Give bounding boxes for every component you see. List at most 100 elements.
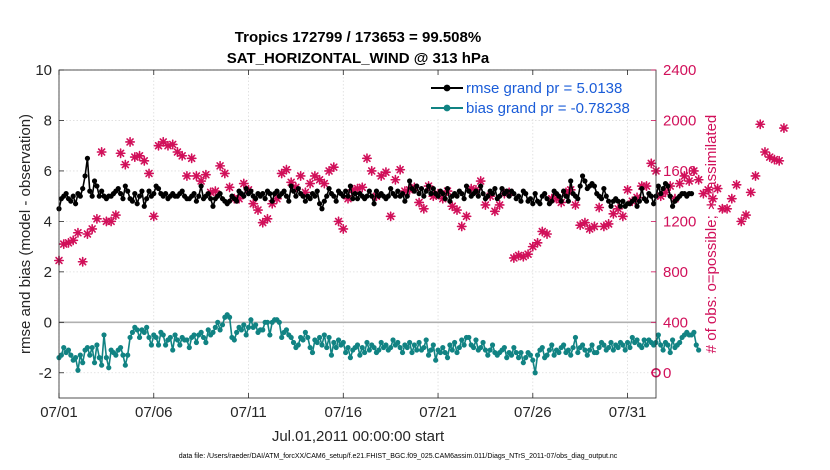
bias-point-209 <box>551 352 557 358</box>
rmse-point-197 <box>523 191 529 197</box>
bias-point-41 <box>153 334 159 341</box>
y-tick-label-6: 10 <box>35 62 52 79</box>
bias-point-54 <box>184 337 190 343</box>
rmse-point-157 <box>428 191 434 197</box>
bias-point-262 <box>677 339 683 346</box>
rmse-point-112 <box>321 198 327 204</box>
bias-point-80 <box>245 324 252 330</box>
rmse-point-133 <box>371 201 377 207</box>
assimilated-point-84 <box>451 205 463 216</box>
bias-point-130 <box>364 339 370 346</box>
bias-point-105 <box>305 334 311 341</box>
bias-point-107 <box>309 349 316 356</box>
bias-point-19 <box>101 332 107 338</box>
rmse-point-92 <box>274 188 280 194</box>
rmse-point-114 <box>326 185 332 192</box>
rmse-point-26 <box>117 191 124 197</box>
y-tick-label-4: 6 <box>44 163 52 180</box>
rmse-point-120 <box>340 193 346 199</box>
bias-point-50 <box>174 337 181 343</box>
y-right-tick-label-0: 0 <box>663 365 671 382</box>
footnote: data file: /Users/raeder/DAI/ATM_forcXX/… <box>179 453 618 460</box>
bias-point-121 <box>343 349 349 356</box>
rmse-point-199 <box>527 196 534 202</box>
y-axis-label-right: # of obs: o=possible; ∗=assimilated <box>703 115 720 354</box>
bias-point-93 <box>276 319 282 325</box>
y-tick-label-1: 0 <box>44 314 52 331</box>
assimilated-point-60 <box>338 223 349 234</box>
bias-point-30 <box>127 334 133 341</box>
bias-point-204 <box>539 344 545 351</box>
assimilated-point-125 <box>646 158 657 169</box>
bias-point-194 <box>515 355 522 361</box>
assimilated-point-39 <box>238 178 249 189</box>
rmse-point-203 <box>537 201 543 207</box>
bias-point-39 <box>148 342 154 348</box>
bias-point-129 <box>362 349 368 356</box>
assimilated-point-152 <box>774 155 785 166</box>
rmse-point-60 <box>198 183 204 189</box>
assimilated-point-116 <box>603 218 614 229</box>
rmse-point-104 <box>302 198 308 204</box>
rmse-point-183 <box>489 191 496 197</box>
rmse-point-232 <box>606 198 612 204</box>
assimilated-point-134 <box>688 165 699 176</box>
rmse-point-14 <box>89 193 95 199</box>
bias-point-117 <box>333 344 339 351</box>
assimilated-point-113 <box>589 221 600 232</box>
assimilated-point-64 <box>357 182 368 193</box>
rmse-point-172 <box>463 183 470 189</box>
rmse-series-markers <box>56 155 695 212</box>
rmse-point-5 <box>68 198 74 204</box>
assimilated-point-72 <box>395 164 406 175</box>
assimilated-point-34 <box>215 160 226 171</box>
bias-point-175 <box>470 344 477 351</box>
bias-point-128 <box>359 344 365 351</box>
rmse-point-219 <box>575 196 581 202</box>
rmse-point-150 <box>411 188 417 194</box>
marks-layer <box>53 119 789 378</box>
rmse-point-34 <box>136 193 143 199</box>
assimilated-point-41 <box>248 198 259 209</box>
rmse-point-160 <box>435 193 441 199</box>
bias-point-72 <box>226 314 233 320</box>
bias-point-163 <box>442 349 448 356</box>
bias-point-158 <box>430 342 436 348</box>
assimilated-point-148 <box>755 119 766 130</box>
rmse-point-15 <box>91 178 98 184</box>
assimilated-point-48 <box>281 164 292 175</box>
bias-point-268 <box>691 329 697 335</box>
assimilated-point-119 <box>617 211 628 222</box>
rmse-point-83 <box>253 196 259 202</box>
assimilated-point-29 <box>191 170 202 181</box>
bias-point-61 <box>200 334 207 341</box>
rmse-point-40 <box>151 191 157 197</box>
bias-point-144 <box>397 344 403 351</box>
bias-point-145 <box>399 349 406 356</box>
rmse-point-95 <box>281 188 287 194</box>
rmse-point-189 <box>504 188 510 194</box>
bias-point-207 <box>546 347 552 353</box>
bias-point-13 <box>87 352 93 358</box>
rmse-point-253 <box>655 183 661 189</box>
legend-bias-label: bias grand pr = -0.78238 <box>466 100 630 117</box>
assimilated-point-133 <box>684 176 695 187</box>
bias-point-213 <box>561 342 567 348</box>
bias-point-16 <box>94 342 100 348</box>
bias-point-191 <box>508 352 515 358</box>
rmse-point-81 <box>248 188 254 194</box>
bias-point-24 <box>113 352 119 358</box>
rmse-point-12 <box>84 155 91 161</box>
bias-point-182 <box>487 347 493 353</box>
bias-point-152 <box>416 339 422 346</box>
rmse-point-79 <box>243 185 249 192</box>
bias-point-195 <box>518 349 524 356</box>
bias-point-94 <box>279 334 285 341</box>
rmse-point-216 <box>568 178 574 184</box>
bias-point-196 <box>520 360 526 366</box>
bias-point-106 <box>307 344 313 351</box>
bias-point-28 <box>122 362 128 368</box>
y-tick-label-3: 4 <box>44 213 52 230</box>
bias-point-51 <box>177 342 183 348</box>
rmse-point-237 <box>617 203 624 209</box>
